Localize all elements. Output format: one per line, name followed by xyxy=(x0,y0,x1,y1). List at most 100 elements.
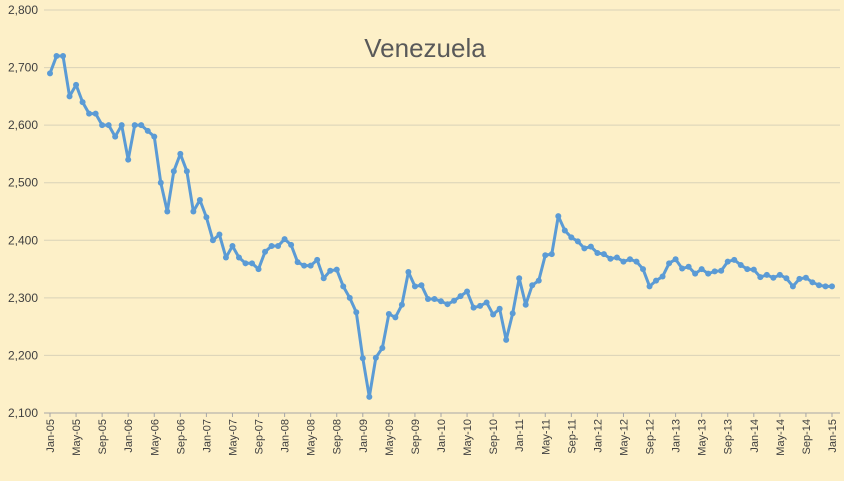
data-point xyxy=(112,133,119,140)
data-point xyxy=(490,311,497,318)
data-point xyxy=(190,208,197,215)
data-point xyxy=(724,258,731,265)
y-tick-label: 2,400 xyxy=(8,233,38,247)
x-tick-label: May-12 xyxy=(618,419,630,456)
data-point xyxy=(718,267,725,274)
data-point xyxy=(203,214,210,221)
data-point xyxy=(418,282,425,289)
x-tick-label: Sep-12 xyxy=(645,419,657,454)
data-point xyxy=(783,275,790,282)
data-point xyxy=(600,251,607,258)
data-point xyxy=(613,254,620,261)
data-point xyxy=(66,93,73,100)
series-markers xyxy=(47,53,835,400)
data-point xyxy=(385,310,392,317)
x-tick-label: Jan-08 xyxy=(280,419,292,453)
data-point xyxy=(802,274,809,281)
data-point xyxy=(763,271,770,278)
x-tick-label: May-07 xyxy=(227,419,239,456)
x-tick-label: May-11 xyxy=(540,419,552,455)
chart-title: Venezuela xyxy=(364,33,486,63)
data-point xyxy=(633,258,640,265)
data-point xyxy=(731,256,738,263)
data-point xyxy=(353,309,360,316)
data-point xyxy=(366,393,373,400)
data-point xyxy=(711,268,718,275)
data-point xyxy=(275,243,282,250)
data-point xyxy=(151,133,158,140)
x-tick-label: Jan-06 xyxy=(123,419,135,453)
x-tick-label: May-14 xyxy=(775,419,787,456)
x-tick-label: May-08 xyxy=(306,419,318,456)
data-point xyxy=(496,305,503,312)
data-point xyxy=(359,355,366,362)
data-point xyxy=(131,122,138,129)
data-point xyxy=(333,266,340,273)
x-tick-label: Sep-13 xyxy=(723,419,735,454)
data-point xyxy=(411,283,418,290)
data-point xyxy=(92,110,99,117)
data-point xyxy=(483,299,490,306)
data-point xyxy=(346,294,353,301)
x-tick-label: Jan-13 xyxy=(671,419,683,453)
y-tick-label: 2,500 xyxy=(8,176,38,190)
data-point xyxy=(548,251,555,258)
data-point xyxy=(73,81,80,88)
data-point xyxy=(457,293,464,300)
y-tick-label: 2,700 xyxy=(8,61,38,75)
data-point xyxy=(594,249,601,256)
y-tick-labels: 2,100 2,200 2,300 2,400 2,500 2,600 2,700 2,800 xyxy=(8,3,38,420)
x-tick-label: Jan-11 xyxy=(514,419,526,452)
x-tick-label: May-06 xyxy=(149,419,161,456)
data-point xyxy=(705,270,712,277)
x-tick-label: Jan-15 xyxy=(827,419,839,453)
data-point xyxy=(138,122,145,129)
data-point xyxy=(561,227,568,234)
data-point xyxy=(431,296,438,303)
x-tick-label: Jan-09 xyxy=(358,419,370,453)
data-point xyxy=(744,266,751,273)
data-point xyxy=(620,258,627,265)
x-tick-label: Sep-05 xyxy=(97,419,109,454)
data-point xyxy=(118,122,125,129)
data-point xyxy=(294,259,301,266)
data-point xyxy=(320,275,327,282)
data-point xyxy=(216,231,223,238)
x-tick-label: Sep-07 xyxy=(254,419,266,454)
data-point xyxy=(314,256,321,263)
data-point xyxy=(79,99,86,106)
data-point xyxy=(209,237,216,244)
y-tick-label: 2,600 xyxy=(8,118,38,132)
data-point xyxy=(659,273,666,280)
x-tick-label: Sep-14 xyxy=(801,419,813,454)
data-point xyxy=(392,314,399,321)
data-point xyxy=(776,271,783,278)
data-point xyxy=(535,277,542,284)
y-tick-label: 2,200 xyxy=(8,348,38,362)
y-tick-label: 2,300 xyxy=(8,291,38,305)
data-point xyxy=(183,168,190,175)
data-point xyxy=(574,238,581,245)
data-point xyxy=(405,268,412,275)
data-point xyxy=(737,262,744,269)
data-point xyxy=(170,168,177,175)
data-point xyxy=(653,277,660,284)
x-tick-labels: Jan-05 May-05 Sep-05 Jan-06 May-06 Sep-06 Jan-… xyxy=(45,413,839,456)
data-point xyxy=(268,243,275,250)
x-tick-label: Sep-11 xyxy=(566,419,578,454)
data-point xyxy=(815,282,822,289)
data-point xyxy=(542,252,549,259)
data-point xyxy=(509,310,516,317)
data-point xyxy=(47,70,53,77)
data-point xyxy=(196,196,203,203)
data-point xyxy=(438,298,444,305)
data-point xyxy=(444,301,451,308)
data-point xyxy=(750,266,757,273)
data-point xyxy=(470,304,477,311)
data-point xyxy=(698,266,705,273)
data-point xyxy=(281,236,288,243)
data-point xyxy=(503,336,510,343)
data-point xyxy=(451,297,458,304)
data-point xyxy=(157,179,164,186)
